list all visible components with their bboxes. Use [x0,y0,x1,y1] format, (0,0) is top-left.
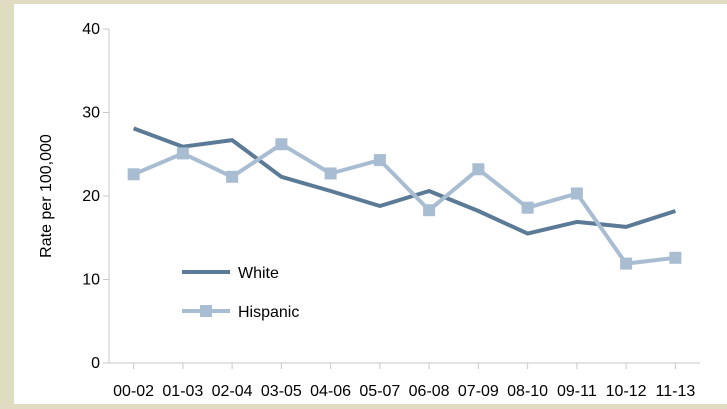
series-layer [128,128,682,269]
y-axis-ticks: 0 10 20 30 40 [82,21,109,372]
data-point-hispanic [522,202,534,214]
legend-marker-hispanic [200,305,212,317]
x-tick-label: 05-07 [359,383,400,400]
x-tick-label: 01-03 [162,383,203,400]
x-tick-label: 10-12 [606,383,647,400]
y-tick-label: 0 [91,355,100,372]
legend-label-hispanic: Hispanic [238,304,299,321]
x-tick-label: 09-11 [557,383,597,400]
x-axis-ticks: 00-02 01-03 02-04 03-05 04-06 05-07 06-08 07-09… [113,363,695,400]
y-axis-title: Rate per 100,000 [38,134,55,258]
data-point-hispanic [325,167,337,179]
data-point-hispanic [128,168,140,180]
x-tick-label: 08-10 [507,383,548,400]
data-point-hispanic [620,258,632,270]
y-tick-label: 30 [82,105,100,122]
y-tick-label: 40 [82,21,100,38]
data-point-hispanic [177,147,189,159]
legend: White Hispanic [182,265,299,321]
data-point-hispanic [423,204,435,216]
chart-panel: 0 10 20 30 40 00-02 01-03 02-04 03-05 04-06 05-07… [14,4,727,404]
y-tick-label: 20 [82,188,100,205]
data-point-hispanic [571,187,583,199]
x-tick-label: 00-02 [113,383,154,400]
data-point-hispanic [374,154,386,166]
data-point-hispanic [226,171,238,183]
x-tick-label: 04-06 [310,383,351,400]
series-line-hispanic [134,144,676,263]
x-tick-label: 02-04 [212,383,253,400]
x-tick-label: 03-05 [261,383,302,400]
legend-label-white: White [238,265,279,282]
x-tick-label: 06-08 [409,383,450,400]
line-chart: 0 10 20 30 40 00-02 01-03 02-04 03-05 04-06 05-07… [14,4,727,404]
x-tick-label: 07-09 [458,383,499,400]
data-point-hispanic [669,252,681,264]
x-tick-label: 11-13 [656,383,696,400]
y-tick-label: 10 [82,272,100,289]
data-point-hispanic [472,163,484,175]
data-point-hispanic [275,138,287,150]
